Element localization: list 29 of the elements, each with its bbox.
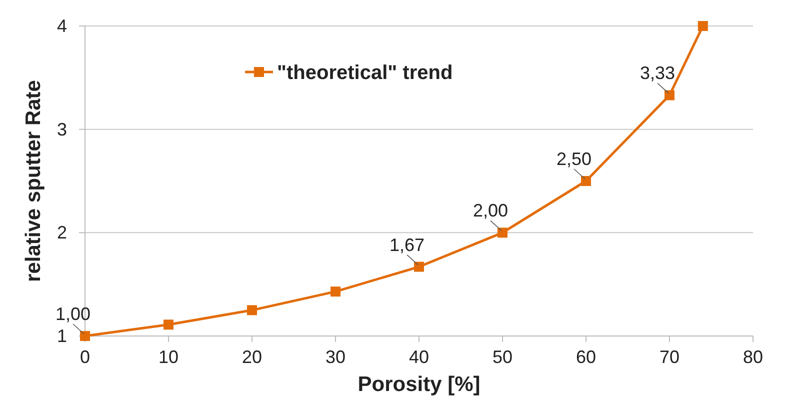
point bbox=[164, 320, 174, 330]
x-tick-label: 50 bbox=[492, 347, 513, 367]
point bbox=[698, 21, 708, 31]
x-tick-label: 40 bbox=[408, 347, 430, 367]
x-tick-label: 20 bbox=[242, 347, 262, 367]
data-label: 2,50 bbox=[556, 149, 592, 169]
data-label: 1,67 bbox=[389, 234, 425, 255]
x-tick-label: 70 bbox=[659, 347, 680, 367]
y-axis-title: relative sputter Rate bbox=[22, 80, 45, 282]
y-tick-label: 4 bbox=[56, 16, 67, 36]
y-tick-label: 1 bbox=[56, 326, 67, 346]
point bbox=[581, 176, 591, 186]
point bbox=[664, 90, 674, 100]
data-label: 2,00 bbox=[472, 200, 508, 221]
x-tick-label: 10 bbox=[158, 347, 179, 367]
legend-label: "theoretical" trend bbox=[277, 62, 453, 84]
x-tick-label: 0 bbox=[80, 347, 90, 367]
point bbox=[330, 286, 340, 297]
x-tick-label: 60 bbox=[576, 347, 596, 367]
point bbox=[414, 262, 424, 272]
x-axis-title: Porosity [%] bbox=[358, 373, 480, 396]
x-tick-label: 30 bbox=[325, 347, 346, 367]
y-tick-label: 2 bbox=[56, 222, 67, 243]
point bbox=[498, 228, 508, 238]
data-label: 1,00 bbox=[55, 304, 91, 324]
point bbox=[247, 305, 257, 316]
y-tick-label: 3 bbox=[56, 119, 67, 140]
data-label: 3,33 bbox=[640, 63, 676, 84]
x-tick-label: 80 bbox=[742, 347, 764, 367]
